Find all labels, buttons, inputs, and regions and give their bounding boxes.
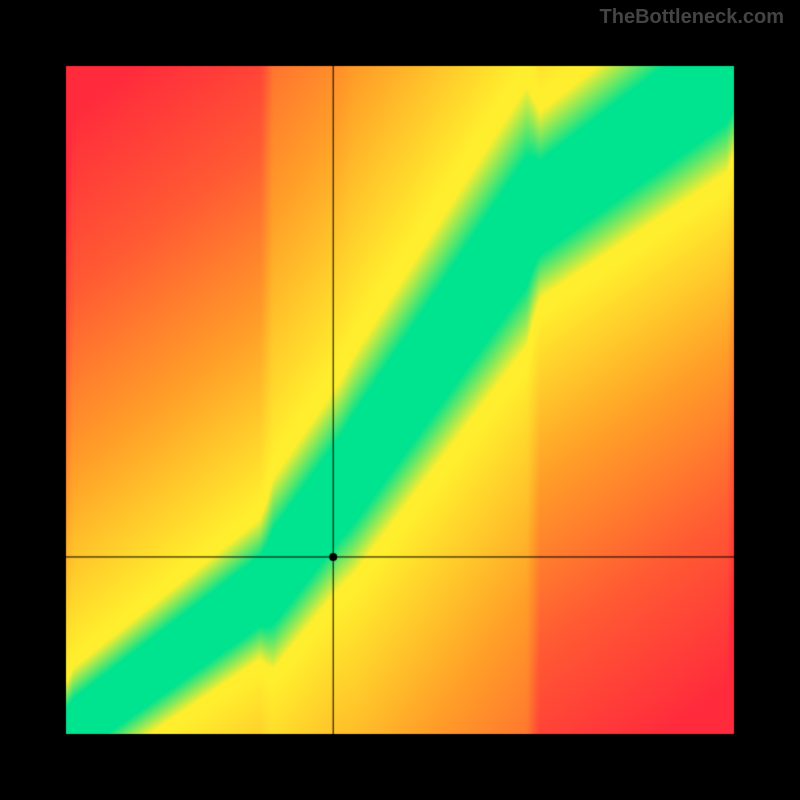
attribution-label: TheBottleneck.com — [600, 6, 784, 29]
bottleneck-heatmap — [0, 0, 800, 800]
chart-container: TheBottleneck.com — [0, 0, 800, 800]
